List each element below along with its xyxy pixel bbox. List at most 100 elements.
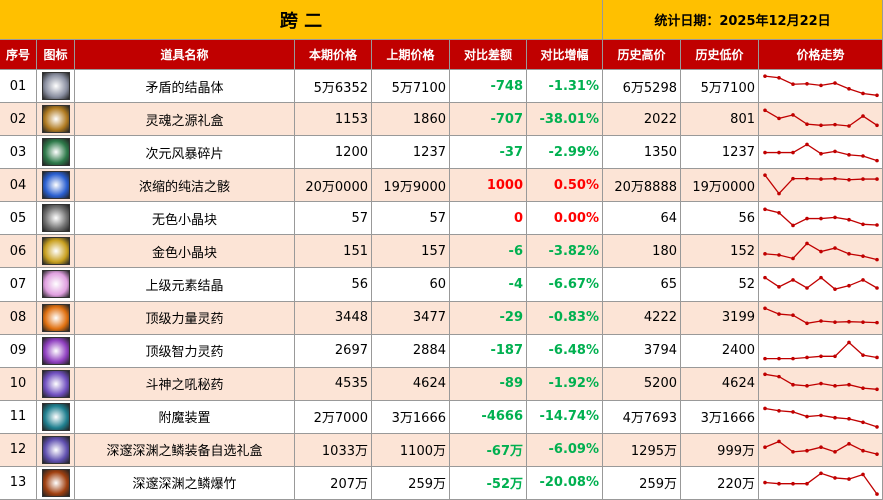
column-header: 历史高价 bbox=[603, 40, 681, 70]
cell-diff: -37 bbox=[450, 136, 527, 170]
trend-point bbox=[790, 278, 795, 282]
trend-point bbox=[762, 372, 767, 377]
trend-point bbox=[818, 83, 823, 87]
trend-point bbox=[776, 284, 781, 289]
cell-high: 2022 bbox=[603, 103, 681, 137]
trend-point bbox=[846, 177, 851, 182]
trend-cell bbox=[759, 136, 883, 170]
cell-high: 6万5298 bbox=[603, 70, 681, 104]
cell-prev: 1860 bbox=[372, 103, 450, 137]
cell-low: 220万 bbox=[681, 466, 759, 500]
column-header: 道具名称 bbox=[75, 40, 295, 70]
cell-name: 深邃深渊之鳞装备自选礼盒 bbox=[75, 433, 295, 467]
trend-point bbox=[762, 445, 767, 450]
cell-high: 20万8888 bbox=[603, 169, 681, 203]
trend-point bbox=[776, 312, 781, 316]
trend-point bbox=[804, 216, 809, 221]
trend-point bbox=[874, 286, 879, 290]
trend-point bbox=[804, 384, 809, 388]
item-icon bbox=[41, 237, 70, 266]
column-header: 序号 bbox=[0, 40, 37, 70]
item-icon bbox=[41, 72, 70, 101]
trend-point bbox=[860, 420, 865, 425]
sparkline bbox=[762, 440, 879, 457]
cell-pct: -1.31% bbox=[527, 70, 603, 104]
cell-prev: 3477 bbox=[372, 301, 450, 335]
icon-cell bbox=[37, 301, 75, 335]
trend-point bbox=[832, 476, 837, 481]
trend-point bbox=[818, 123, 823, 127]
item-icon bbox=[41, 303, 70, 332]
trend-point bbox=[846, 86, 851, 91]
cell-no: 13 bbox=[0, 466, 37, 500]
icon-cell bbox=[37, 400, 75, 434]
cell-diff: -707 bbox=[450, 103, 527, 137]
trend-point bbox=[860, 153, 865, 158]
item-icon bbox=[41, 435, 70, 464]
trend-cell bbox=[759, 268, 883, 302]
trend-point bbox=[804, 321, 809, 326]
trend-point bbox=[874, 158, 879, 163]
cell-cur: 20万0000 bbox=[295, 169, 372, 203]
cell-prev: 157 bbox=[372, 235, 450, 269]
trend-point bbox=[818, 275, 823, 280]
trend-point bbox=[874, 176, 879, 181]
column-header: 上期价格 bbox=[372, 40, 450, 70]
trend-cell bbox=[759, 301, 883, 335]
cell-pct: -6.48% bbox=[527, 334, 603, 368]
cell-no: 02 bbox=[0, 103, 37, 137]
cell-no: 04 bbox=[0, 169, 37, 203]
cell-cur: 1033万 bbox=[295, 433, 372, 467]
cell-no: 05 bbox=[0, 202, 37, 236]
trend-point bbox=[832, 287, 837, 291]
cell-pct: -6.67% bbox=[527, 268, 603, 302]
icon-cell bbox=[37, 202, 75, 236]
cell-diff: -4666 bbox=[450, 400, 527, 434]
cell-no: 07 bbox=[0, 268, 37, 302]
cell-high: 65 bbox=[603, 268, 681, 302]
cell-low: 3万1666 bbox=[681, 400, 759, 434]
cell-prev: 1237 bbox=[372, 136, 450, 170]
trend-point bbox=[818, 176, 823, 181]
trend-point bbox=[860, 254, 865, 258]
icon-cell bbox=[37, 103, 75, 137]
trend-point bbox=[762, 150, 767, 154]
cell-no: 08 bbox=[0, 301, 37, 335]
cell-pct: -1.92% bbox=[527, 367, 603, 401]
trend-point bbox=[790, 256, 795, 261]
sparkline bbox=[762, 275, 879, 291]
trend-point bbox=[832, 215, 837, 219]
cell-name: 斗神之吼秘药 bbox=[75, 367, 295, 401]
cell-name: 附魔装置 bbox=[75, 400, 295, 434]
cell-low: 2400 bbox=[681, 334, 759, 368]
cell-pct: -2.99% bbox=[527, 136, 603, 170]
trend-point bbox=[790, 410, 795, 414]
item-icon bbox=[41, 270, 70, 299]
trend-point bbox=[846, 442, 851, 446]
cell-pct: -0.83% bbox=[527, 301, 603, 335]
icon-cell bbox=[37, 169, 75, 203]
cell-low: 52 bbox=[681, 268, 759, 302]
sparkline bbox=[762, 73, 879, 97]
trend-point bbox=[762, 406, 767, 411]
trend-point bbox=[804, 482, 809, 486]
trend-cell bbox=[759, 202, 883, 236]
cell-cur: 207万 bbox=[295, 466, 372, 500]
cell-prev: 259万 bbox=[372, 466, 450, 500]
cell-pct: -20.08% bbox=[527, 466, 603, 500]
trend-point bbox=[776, 150, 781, 154]
item-icon bbox=[41, 204, 70, 233]
trend-point bbox=[804, 355, 809, 360]
trend-point bbox=[804, 449, 809, 453]
trend-point bbox=[846, 417, 851, 421]
cell-name: 灵魂之源礼盒 bbox=[75, 103, 295, 137]
cell-name: 顶级智力灵药 bbox=[75, 334, 295, 368]
cell-prev: 19万9000 bbox=[372, 169, 450, 203]
cell-high: 259万 bbox=[603, 466, 681, 500]
trend-point bbox=[762, 275, 767, 280]
cell-cur: 3448 bbox=[295, 301, 372, 335]
trend-point bbox=[776, 191, 781, 196]
item-icon bbox=[41, 171, 70, 200]
cell-cur: 57 bbox=[295, 202, 372, 236]
cell-low: 19万0000 bbox=[681, 169, 759, 203]
